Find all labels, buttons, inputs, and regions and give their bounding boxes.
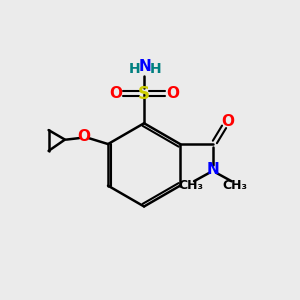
Text: H: H <box>129 62 140 76</box>
Text: CH₃: CH₃ <box>223 179 247 192</box>
Text: O: O <box>166 86 179 101</box>
Text: S: S <box>138 85 150 103</box>
Text: O: O <box>221 114 234 129</box>
Text: N: N <box>139 59 152 74</box>
Text: O: O <box>109 86 122 101</box>
Text: CH₃: CH₃ <box>178 179 203 192</box>
Text: H: H <box>150 62 162 76</box>
Text: N: N <box>206 162 219 177</box>
Text: O: O <box>78 129 91 144</box>
